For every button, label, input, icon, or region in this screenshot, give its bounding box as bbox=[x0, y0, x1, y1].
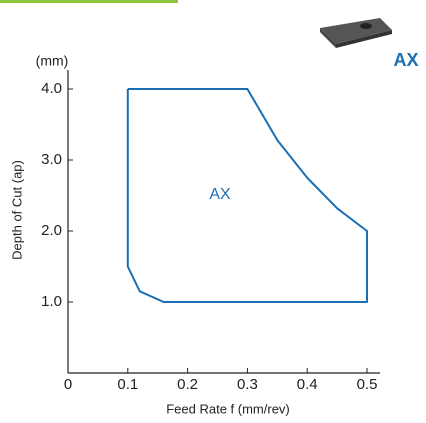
x-axis-label: Feed Rate f (mm/rev) bbox=[166, 401, 290, 416]
y-tick-label: 4.0 bbox=[41, 80, 62, 97]
region-boundary bbox=[128, 89, 367, 302]
insert-icon bbox=[320, 18, 392, 48]
chart: AX (mm) Feed Rate f (mm/rev) Depth of Cu… bbox=[0, 0, 426, 423]
y-unit: (mm) bbox=[36, 53, 69, 69]
x-tick-label: 0.2 bbox=[177, 376, 198, 393]
accent-bar bbox=[0, 0, 178, 3]
y-tick-label: 3.0 bbox=[41, 151, 62, 168]
x-tick-label: 0.3 bbox=[237, 376, 258, 393]
region-label: AX bbox=[209, 186, 231, 203]
x-tick-label: 0 bbox=[64, 376, 72, 393]
y-tick-label: 2.0 bbox=[41, 222, 62, 239]
insert-label: AX bbox=[393, 50, 418, 70]
x-tick-label: 0.5 bbox=[357, 376, 378, 393]
y-axis-label: Depth of Cut (ap) bbox=[9, 160, 24, 260]
y-tick-label: 1.0 bbox=[41, 293, 62, 310]
x-tick-label: 0.4 bbox=[297, 376, 318, 393]
x-tick-label: 0.1 bbox=[117, 376, 138, 393]
